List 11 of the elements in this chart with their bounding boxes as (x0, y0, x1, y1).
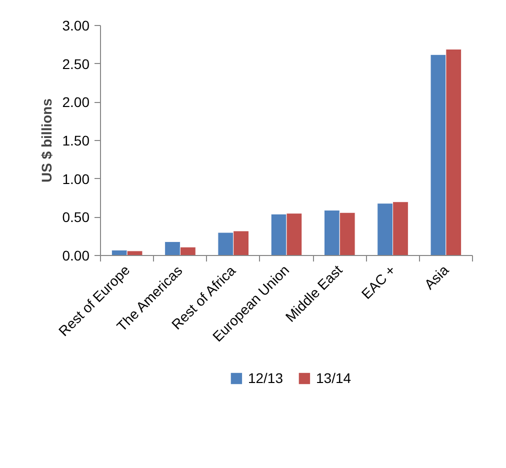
legend-label: 12/13 (248, 370, 283, 386)
y-axis-title: US $ billions (38, 98, 54, 183)
y-tick-label: 0.00 (62, 248, 90, 264)
y-tick-label: 3.00 (62, 18, 90, 34)
y-tick-label: 1.50 (62, 132, 90, 148)
y-tick-label: 1.00 (62, 170, 90, 187)
y-tick-label: 0.50 (62, 209, 90, 226)
y-tick-label: 2.50 (62, 56, 90, 72)
legend-label: 13/14 (316, 370, 352, 386)
x-tick-label: Asia (421, 262, 452, 292)
y-tick-label: 2.00 (62, 94, 90, 110)
